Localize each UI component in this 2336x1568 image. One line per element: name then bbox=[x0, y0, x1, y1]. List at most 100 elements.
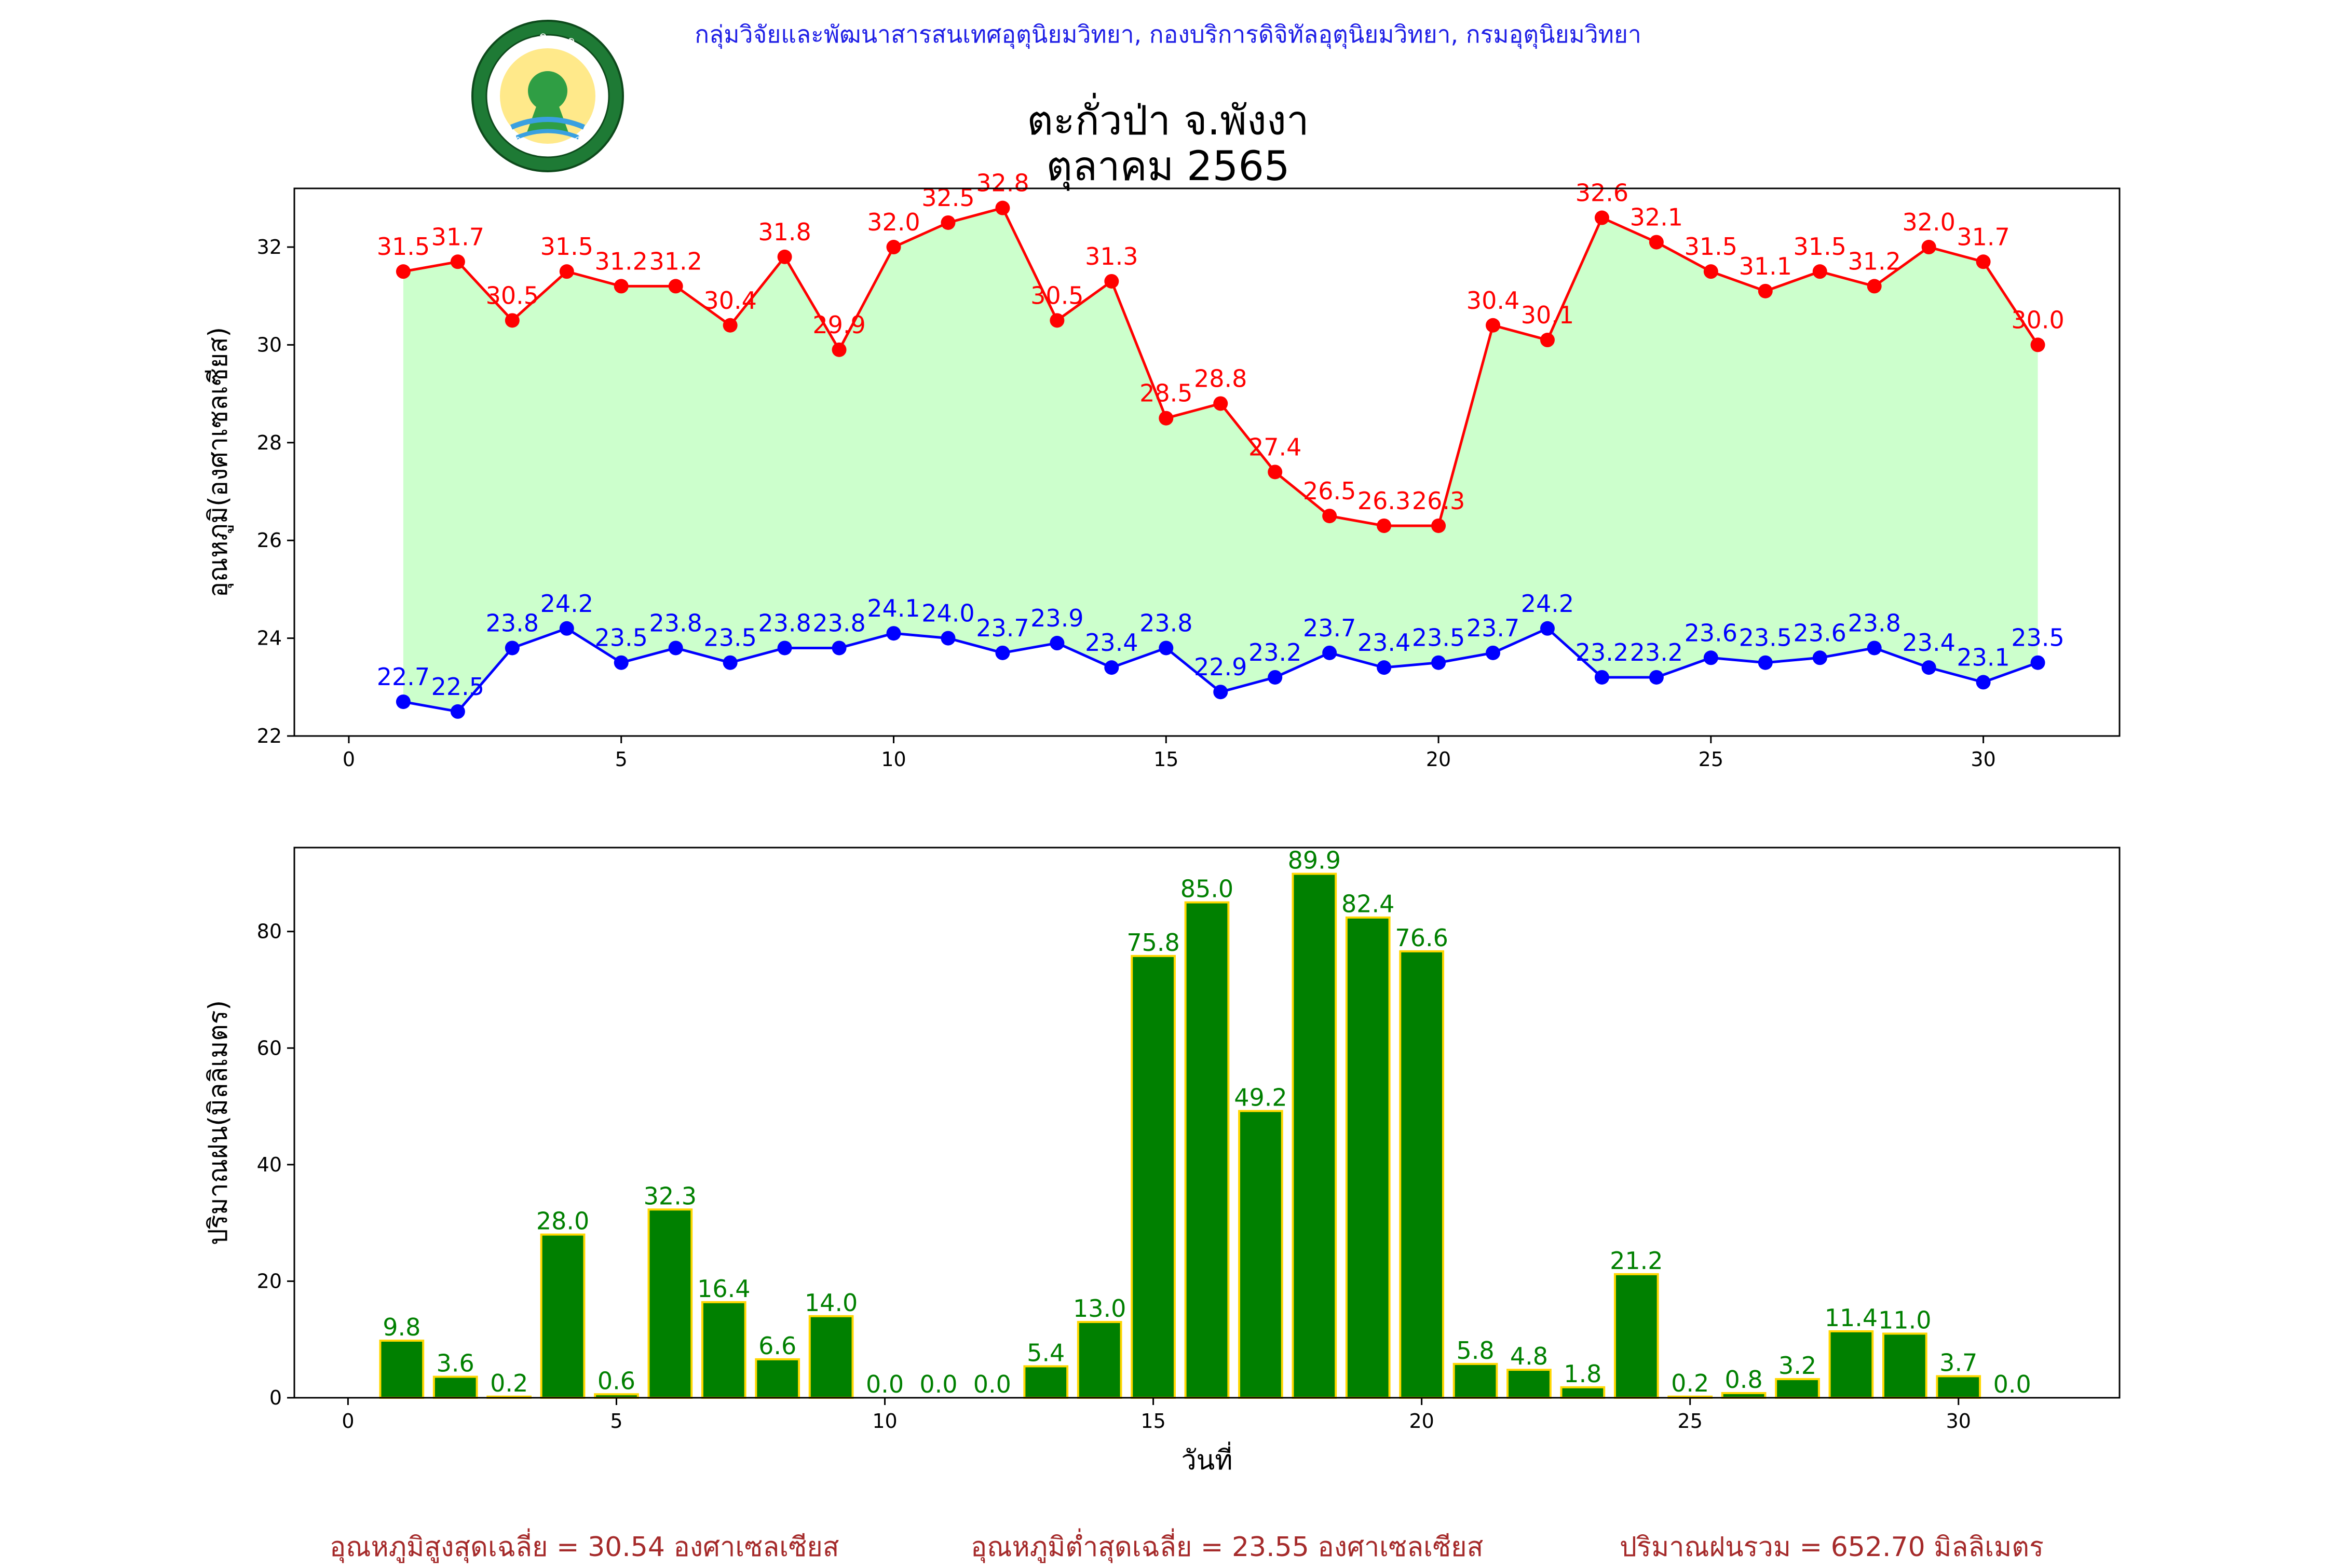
min-temperature-value-label: 23.5 bbox=[703, 624, 756, 652]
rainfall-value-label: 5.4 bbox=[1027, 1339, 1065, 1367]
min-temperature-value-label: 23.7 bbox=[976, 614, 1029, 642]
max-temperature-point bbox=[777, 249, 792, 264]
temperature-y-tick-label: 26 bbox=[257, 529, 282, 552]
min-temperature-point bbox=[1540, 621, 1555, 636]
organization-line: กลุ่มวิจัยและพัฒนาสารสนเทศอุตุนิยมวิทยา,… bbox=[695, 20, 1641, 48]
min-temperature-point bbox=[1377, 660, 1392, 675]
max-temperature-point bbox=[832, 342, 847, 357]
rainfall-value-label: 0.6 bbox=[597, 1367, 635, 1395]
max-temperature-value-label: 26.3 bbox=[1412, 487, 1465, 515]
max-temperature-point bbox=[450, 254, 465, 269]
max-temperature-value-label: 30.5 bbox=[1030, 281, 1083, 309]
min-temperature-value-label: 23.7 bbox=[1466, 614, 1519, 642]
rainfall-bar bbox=[540, 1233, 586, 1399]
min-temperature-point bbox=[1050, 636, 1065, 651]
rainfall-y-tick-label: 40 bbox=[257, 1153, 282, 1176]
min-temperature-point bbox=[1322, 645, 1337, 660]
min-temperature-value-label: 23.8 bbox=[486, 609, 539, 637]
rainfall-bar bbox=[1077, 1321, 1122, 1399]
max-temperature-value-label: 27.4 bbox=[1248, 433, 1301, 461]
rainfall-value-label: 5.8 bbox=[1456, 1337, 1494, 1365]
max-temperature-point bbox=[1921, 240, 1936, 255]
min-temperature-value-label: 23.8 bbox=[758, 609, 811, 637]
rainfall-bar bbox=[1506, 1369, 1552, 1399]
temperature-x-tick-label: 20 bbox=[1426, 748, 1451, 771]
rainfall-bar bbox=[1828, 1330, 1874, 1399]
rainfall-x-tick-label: 20 bbox=[1409, 1410, 1434, 1433]
max-temperature-value-label: 31.2 bbox=[1848, 247, 1900, 275]
min-temperature-value-label: 23.1 bbox=[1957, 643, 2009, 671]
min-temperature-point bbox=[1758, 655, 1773, 670]
rainfall-value-label: 16.4 bbox=[697, 1275, 750, 1303]
max-temperature-value-label: 32.0 bbox=[867, 208, 920, 236]
min-temperature-point bbox=[777, 640, 792, 656]
rainfall-value-label: 3.7 bbox=[1939, 1348, 1977, 1376]
min-temperature-value-label: 22.7 bbox=[377, 663, 430, 691]
min-temperature-value-label: 24.2 bbox=[540, 590, 593, 618]
max-temperature-value-label: 32.8 bbox=[976, 169, 1029, 197]
temperature-range-fill bbox=[403, 208, 2038, 712]
min-temperature-point bbox=[941, 631, 956, 646]
min-temperature-point bbox=[1104, 660, 1119, 675]
rainfall-bar bbox=[1345, 916, 1391, 1399]
rainfall-x-tick-label: 25 bbox=[1678, 1410, 1703, 1433]
min-temperature-point bbox=[1486, 645, 1501, 660]
rainfall-value-label: 75.8 bbox=[1126, 929, 1179, 957]
max-temperature-value-label: 31.1 bbox=[1739, 252, 1792, 280]
min-temperature-point bbox=[723, 655, 738, 670]
chart-title-month: ตุลาคม 2565 bbox=[1046, 143, 1290, 190]
rainfall-bar bbox=[1292, 872, 1337, 1399]
rainfall-plot-frame bbox=[293, 847, 2121, 1399]
max-temperature-point bbox=[614, 279, 629, 294]
min-temperature-point bbox=[995, 645, 1010, 660]
min-temperature-point bbox=[1976, 675, 1991, 690]
min-temperature-value-label: 23.2 bbox=[1576, 638, 1628, 666]
rainfall-value-label: 21.2 bbox=[1610, 1247, 1663, 1275]
rainfall-value-label: 85.0 bbox=[1180, 875, 1233, 903]
rainfall-bar bbox=[1613, 1273, 1659, 1399]
temperature-x-tick-label: 10 bbox=[881, 748, 906, 771]
rainfall-value-label: 13.0 bbox=[1073, 1294, 1126, 1322]
max-temperature-point bbox=[941, 215, 956, 230]
rainfall-value-label: 11.4 bbox=[1825, 1304, 1878, 1332]
max-temperature-value-label: 30.4 bbox=[703, 287, 756, 315]
min-temperature-point bbox=[1649, 670, 1664, 685]
min-temperature-point bbox=[1812, 650, 1827, 665]
min-temperature-value-label: 23.5 bbox=[1412, 624, 1465, 652]
min-temperature-value-label: 23.5 bbox=[595, 624, 648, 652]
rainfall-y-tick-label: 80 bbox=[257, 920, 282, 943]
rainfall-value-label: 3.6 bbox=[437, 1349, 474, 1378]
min-temperature-point bbox=[1867, 640, 1882, 656]
chart-title-station: ตะกั่วป่า จ.พังงา bbox=[1027, 98, 1309, 144]
max-temperature-point bbox=[1377, 518, 1392, 533]
min-temperature-point bbox=[886, 626, 901, 641]
rainfall-value-label: 0.0 bbox=[1993, 1370, 2031, 1398]
max-temperature-point bbox=[2030, 337, 2045, 352]
rainfall-bar bbox=[1131, 955, 1176, 1399]
meteorological-department-logo: กรมอุตุนิยมวิทยา METEOROLOGICAL DEPARTME… bbox=[471, 20, 624, 172]
rainfall-bar bbox=[1452, 1362, 1498, 1399]
min-temperature-value-label: 23.9 bbox=[1030, 604, 1083, 632]
rainfall-value-label: 32.3 bbox=[644, 1182, 697, 1210]
min-temperature-value-label: 24.0 bbox=[921, 599, 974, 628]
min-temperature-value-label: 24.2 bbox=[1521, 590, 1574, 618]
max-temperature-point bbox=[1758, 283, 1773, 298]
max-temperature-point bbox=[995, 200, 1010, 215]
rainfall-value-label: 14.0 bbox=[805, 1289, 858, 1317]
temperature-x-tick-label: 25 bbox=[1699, 748, 1723, 771]
rainfall-x-tick-label: 30 bbox=[1946, 1410, 1971, 1433]
max-temperature-value-label: 26.3 bbox=[1357, 487, 1410, 515]
max-temperature-point bbox=[505, 313, 520, 328]
temperature-y-tick-label: 24 bbox=[257, 627, 282, 650]
rainfall-value-label: 9.8 bbox=[383, 1313, 420, 1341]
rainfall-value-label: 0.0 bbox=[919, 1370, 957, 1398]
temperature-y-tick-label: 28 bbox=[257, 431, 282, 454]
rainfall-bar bbox=[379, 1339, 425, 1399]
rainfall-value-label: 4.8 bbox=[1510, 1342, 1548, 1370]
max-temperature-point bbox=[668, 279, 683, 294]
max-temperature-value-label: 30.4 bbox=[1466, 287, 1519, 315]
temperature-x-tick-label: 0 bbox=[343, 748, 355, 771]
min-temperature-point bbox=[1431, 655, 1446, 670]
rainfall-value-label: 0.0 bbox=[866, 1370, 904, 1398]
